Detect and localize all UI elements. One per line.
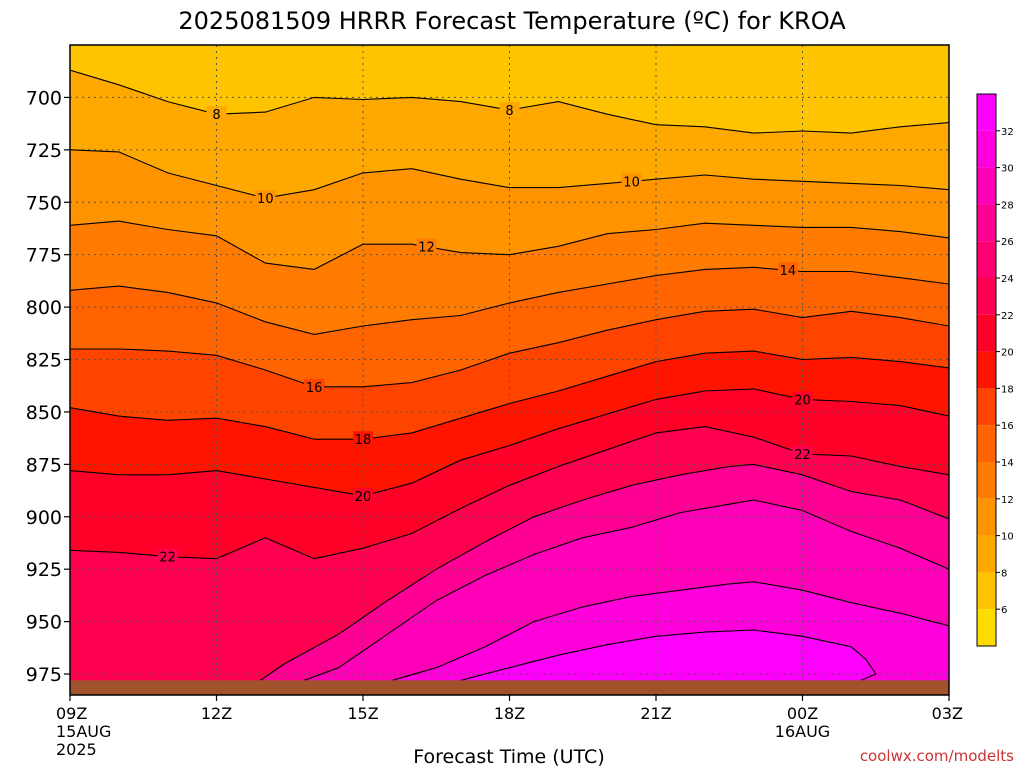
isotherm-label: 12 (418, 241, 435, 256)
isotherm-28 (304, 499, 949, 681)
isotherm-label-bg (157, 548, 178, 564)
isotherm-label-bg (353, 487, 373, 503)
y-tick-label: 750 (26, 192, 62, 214)
isotherm-label-bg (499, 102, 520, 117)
isotherm-label-bg (255, 190, 276, 206)
isotherm-label-bg (621, 173, 642, 189)
x-tick-label: 09Z (56, 704, 87, 723)
fill-above-32 (460, 630, 876, 695)
colorbar-bin-20 (977, 314, 996, 352)
colorbar-bin-6 (977, 572, 996, 610)
credit-link[interactable]: coolwx.com/modelts (860, 747, 1014, 765)
isotherm-labels: 8 8 10 10 12 14 16 18 20 20 22 22 (157, 102, 813, 566)
colorbar-tick-label: 26 (1001, 237, 1014, 248)
temperature-colorbar: 6 8 10 12 14 16 18 20 22 24 26 28 30 32 (976, 93, 1014, 647)
y-tick-label: 775 (26, 245, 62, 267)
colorbar-bin-28 (977, 167, 996, 205)
y-tick-label: 975 (26, 664, 62, 686)
isotherm-label: 22 (794, 448, 811, 463)
isotherm-label: 14 (780, 264, 797, 279)
x-tick-label: 15Z (347, 704, 378, 723)
x-tick-year: 2025 (56, 740, 97, 759)
colorbar-tick-label: 18 (1001, 384, 1014, 395)
chart-title: 2025081509 HRRR Forecast Temperature (ºC… (178, 7, 846, 35)
colorbar-bin-24 (977, 241, 996, 278)
y-tick-label: 800 (26, 297, 62, 319)
colorbar-bin-12 (977, 462, 996, 499)
isotherm-14 (70, 266, 949, 335)
y-tick-label: 900 (26, 507, 62, 529)
isotherm-label-bg (792, 445, 813, 461)
colorbar-tick-label: 24 (1001, 274, 1014, 285)
colorbar-tick-label: 20 (1001, 348, 1014, 359)
isotherm-label-bg (206, 106, 227, 122)
isotherm-32 (460, 629, 877, 681)
colorbar-bin-32 (977, 94, 996, 131)
colorbar-frame (976, 93, 997, 647)
isotherm-label-bg (416, 238, 437, 254)
colorbar-tick-label: 28 (1001, 200, 1014, 211)
colorbar-bin-22 (977, 278, 996, 315)
colorbar-tick-label: 32 (1001, 127, 1014, 138)
x-tick-label: 03Z (932, 704, 963, 723)
isotherm-26 (260, 463, 949, 681)
y-tick-label: 925 (26, 559, 62, 581)
isotherm-label-bg (792, 391, 813, 407)
colorbar-bin-16 (977, 388, 996, 426)
isotherm-label: 16 (306, 381, 323, 396)
colorbar-tick-label: 16 (1001, 421, 1014, 432)
colorbar-bin-4 (977, 609, 996, 646)
x-tick-label: 12Z (201, 704, 232, 723)
isotherm-label: 10 (623, 175, 640, 190)
ground-surface (70, 680, 949, 695)
isotherm-label: 8 (212, 108, 220, 123)
colorbar-tick-label: 14 (1001, 458, 1014, 469)
y-tick-label: 875 (26, 454, 62, 476)
colorbar-tick-label: 10 (1001, 532, 1014, 543)
y-tick-label: 825 (26, 350, 62, 372)
x-tick-label: 18Z (494, 704, 525, 723)
isotherm-label: 20 (355, 490, 372, 505)
x-tick-label: 00Z (787, 704, 818, 723)
temperature-fill-layers (70, 45, 949, 695)
isotherm-label: 18 (355, 433, 372, 448)
ground-band (70, 680, 949, 695)
x-tick-date: 16AUG (775, 722, 830, 741)
isotherm-16 (70, 308, 949, 388)
colorbar-tick-label: 12 (1001, 495, 1014, 506)
y-tick-label: 725 (26, 140, 62, 162)
isotherm-label: 10 (257, 192, 274, 207)
isotherm-label-bg (304, 378, 325, 394)
isotherm-label: 20 (794, 393, 811, 408)
isotherm-18 (70, 350, 949, 440)
isotherm-label-bg (353, 431, 373, 447)
isotherm-label: 22 (159, 551, 176, 566)
colorbar-bin-14 (977, 425, 996, 462)
y-tick-label: 950 (26, 612, 62, 634)
isotherm-label-bg (777, 262, 798, 278)
colorbar-tick-label: 8 (1001, 568, 1007, 579)
isotherm-10 (70, 149, 949, 199)
colorbar-bin-8 (977, 535, 996, 573)
colorbar-tick-label: 22 (1001, 311, 1014, 322)
colorbar-bin-26 (977, 204, 996, 242)
colorbar-bin-30 (977, 130, 996, 168)
colorbar-tick-label: 30 (1001, 164, 1014, 175)
colorbar-tick-label: 6 (1001, 605, 1007, 616)
isotherm-12 (70, 220, 949, 270)
colorbar-bin-18 (977, 351, 996, 389)
isotherm-label: 8 (505, 104, 513, 119)
isotherm-30 (392, 581, 949, 681)
y-tick-label: 850 (26, 402, 62, 424)
pressure-axis: 700 725 750 775 800 825 850 875 900 925 950 975 (26, 87, 70, 686)
x-tick-label: 21Z (640, 704, 671, 723)
colorbar-bin-10 (977, 498, 996, 536)
x-axis-label: Forecast Time (UTC) (413, 746, 604, 768)
y-tick-label: 700 (26, 87, 62, 109)
x-tick-date: 15AUG (56, 722, 111, 741)
